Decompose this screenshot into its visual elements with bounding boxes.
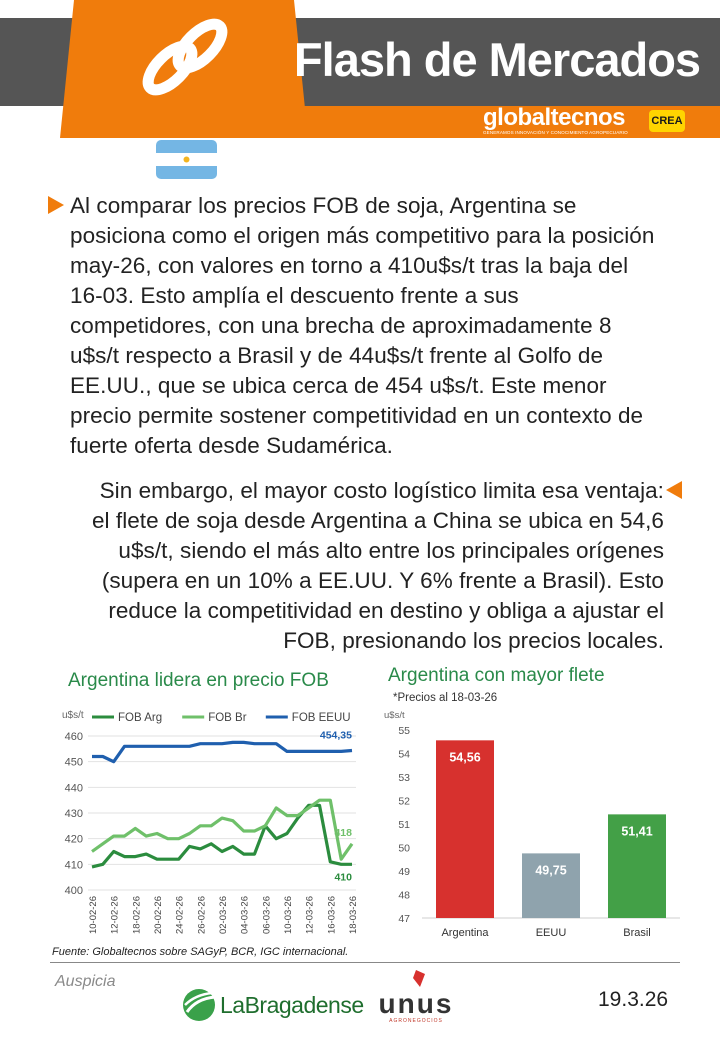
unus-emblem-icon xyxy=(413,970,425,987)
x-tick-label: 12-03-26 xyxy=(305,896,316,934)
fob-price-line-chart: u$s/t 400 410 420 430 440 450 460 10-02-26 12-02-… xyxy=(62,710,359,934)
x-tick-label: 04-03-26 xyxy=(240,896,251,934)
legend-label: FOB Arg xyxy=(118,712,162,724)
bar-eeuu xyxy=(522,853,580,918)
x-tick-label: 24-02-26 xyxy=(175,896,186,934)
chart-freight-subtitle: *Precios al 18-03-26 xyxy=(393,692,498,704)
y-tick-label: 55 xyxy=(398,725,410,737)
x-tick-label: 06-03-26 xyxy=(261,896,272,934)
y-tick-label: 54 xyxy=(398,749,410,761)
text-line: (supera en un 10% a EE.UU. Y 6% frente a… xyxy=(101,568,664,593)
page-title: Flash de Mercados xyxy=(293,33,701,86)
bar-value-label: 54,56 xyxy=(449,750,480,764)
y-tick-label: 420 xyxy=(65,834,83,846)
data-label: 454,35 xyxy=(320,730,352,742)
series-line-fob-arg xyxy=(91,803,352,869)
chart-fob-title: Argentina lidera en precio FOB xyxy=(68,670,329,691)
issue-date: 19.3.26 xyxy=(598,988,669,1011)
unus-tagline: AGRONEGOCIOS xyxy=(389,1018,443,1024)
x-category-label: Argentina xyxy=(441,927,489,939)
x-tick-label: 10-02-26 xyxy=(88,896,99,934)
series-line-fob-br xyxy=(91,798,354,861)
series-line-fob-eeuu xyxy=(92,740,353,764)
text-line: EE.UU., que se ubica cerca de 454 u$s/t.… xyxy=(70,373,607,398)
paragraph-fob-comparison: Al comparar los precios FOB de soja, Arg… xyxy=(70,191,710,461)
x-tick-label: 10-03-26 xyxy=(283,896,294,934)
header-logo-tab xyxy=(60,0,308,138)
y-tick-label: 53 xyxy=(398,772,410,784)
y-axis-unit-label: u$s/t xyxy=(62,710,84,721)
text-line: el flete de soja desde Argentina a China… xyxy=(91,508,664,533)
y-tick-label: 410 xyxy=(65,859,83,871)
y-tick-label: 47 xyxy=(398,913,410,925)
source-note: Fuente: Globaltecnos sobre SAGyP, BCR, I… xyxy=(52,946,349,958)
bar-value-label: 51,41 xyxy=(621,824,652,838)
text-line: precio permite sostener competitividad e… xyxy=(70,403,644,428)
text-line: fuerte oferta desde Sudamérica. xyxy=(70,433,393,458)
bar-brasil xyxy=(608,814,666,918)
bullet-arrow-left-icon xyxy=(666,481,682,499)
text-line: may-26, con valores en torno a 410u$s/t … xyxy=(70,253,629,278)
text-line: u$s/t, siendo el más alto entre los prin… xyxy=(118,538,664,563)
bar-argentina xyxy=(436,740,494,918)
sponsor-label: Auspicia xyxy=(55,973,116,990)
paragraph-freight-cost: Sin embargo, el mayor costo logístico li… xyxy=(40,476,664,656)
y-tick-label: 440 xyxy=(65,782,83,794)
legend-label: FOB EEUU xyxy=(292,712,351,724)
y-tick-label: 52 xyxy=(398,796,410,808)
data-label: 410 xyxy=(334,871,352,883)
text-line: posiciona como el origen más competitivo… xyxy=(70,223,655,248)
labragadense-emblem-icon xyxy=(183,989,216,1021)
labragadense-wordmark: LaBragadense xyxy=(220,992,364,1018)
x-category-label: EEUU xyxy=(536,927,567,939)
x-tick-label: 16-03-26 xyxy=(326,896,337,934)
argentina-flag-icon xyxy=(156,140,217,179)
chart-freight-title: Argentina con mayor flete xyxy=(388,665,605,686)
text-line: competidores, con una brecha de aproxima… xyxy=(70,313,612,338)
y-tick-label: 51 xyxy=(398,819,410,831)
y-tick-label: 48 xyxy=(398,890,410,902)
x-tick-label: 26-02-26 xyxy=(196,896,207,934)
y-tick-label: 460 xyxy=(65,731,83,743)
chain-link-icon xyxy=(142,18,228,96)
x-tick-label: 18-02-26 xyxy=(131,896,142,934)
text-line: 16-03. Esto amplía el descuento frente a… xyxy=(70,283,519,308)
x-tick-label: 12-02-26 xyxy=(110,896,121,934)
brand-name: globaltecnos xyxy=(483,104,626,131)
x-tick-label: 20-02-26 xyxy=(153,896,164,934)
text-line: Al comparar los precios FOB de soja, Arg… xyxy=(70,193,577,218)
x-tick-label: 02-03-26 xyxy=(218,896,229,934)
y-axis-unit-label: u$s/t xyxy=(384,710,405,721)
crea-logo: CREA xyxy=(649,110,685,132)
brand-tagline: GENERAMOS INNOVACIÓN Y CONOCIMIENTO AGRO… xyxy=(483,130,628,135)
y-tick-label: 430 xyxy=(65,808,83,820)
freight-bar-chart: u$s/t 47 48 49 50 51 52 53 54 55 54,56 Argentina 49,… xyxy=(384,710,680,939)
text-line: Sin embargo, el mayor costo logístico li… xyxy=(99,478,664,503)
y-tick-label: 450 xyxy=(65,757,83,769)
legend-label: FOB Br xyxy=(208,712,247,724)
text-line: FOB, presionando los precios locales. xyxy=(283,628,664,653)
data-label: 418 xyxy=(334,827,352,839)
labragadense-logo: LaBragadense xyxy=(182,988,364,1024)
y-tick-label: 49 xyxy=(398,866,410,878)
unus-logo: unus AGRONEGOCIOS xyxy=(375,968,465,1030)
unus-wordmark: unus xyxy=(378,988,454,1019)
globaltecnos-logo: globaltecnos GENERAMOS INNOVACIÓN Y CONO… xyxy=(483,106,643,138)
bar-value-label: 49,75 xyxy=(535,863,566,877)
text-line: reduce la competitividad en destino y ob… xyxy=(108,598,664,623)
bullet-arrow-right-icon xyxy=(48,196,64,214)
y-tick-label: 50 xyxy=(398,843,410,855)
x-tick-label: 18-03-26 xyxy=(348,896,359,934)
y-tick-label: 400 xyxy=(65,885,83,897)
footer-divider xyxy=(50,962,680,963)
x-category-label: Brasil xyxy=(623,927,651,939)
text-line: u$s/t respecto a Brasil y de 44u$s/t fre… xyxy=(70,343,604,368)
